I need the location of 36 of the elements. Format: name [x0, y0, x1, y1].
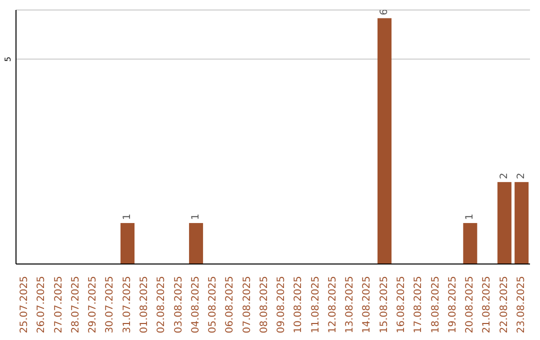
data-label: 2 — [498, 172, 510, 180]
x-tick-label: 11.08.2025 — [310, 276, 322, 334]
x-tick-label: 31.07.2025 — [122, 276, 133, 334]
x-tick-label: 03.08.2025 — [173, 276, 184, 334]
x-tick-label: 06.08.2025 — [224, 276, 236, 334]
x-tick-label: 17.08.2025 — [413, 276, 424, 334]
x-tick-label: 23.08.2025 — [516, 276, 527, 334]
x-tick-label: 16.08.2025 — [396, 276, 407, 334]
x-tick-label: 12.08.2025 — [327, 276, 338, 334]
x-tick-label: 07.08.2025 — [242, 276, 253, 334]
x-tick-label: 08.08.2025 — [258, 276, 270, 334]
data-label: 1 — [464, 214, 476, 220]
data-label: 2 — [516, 172, 528, 180]
x-tick-label: 19.08.2025 — [447, 276, 458, 334]
data-label: 1 — [190, 214, 202, 220]
x-tick-label: 29.07.2025 — [88, 276, 99, 334]
x-tick-label: 22.08.2025 — [498, 276, 510, 334]
x-tick-label: 13.08.2025 — [344, 276, 356, 334]
y-tick-label: 5 — [4, 56, 12, 62]
x-tick-label: 18.08.2025 — [430, 276, 442, 334]
x-tick-label: 28.07.2025 — [70, 276, 82, 334]
x-tick-label: 27.07.2025 — [53, 276, 64, 334]
x-tick-label: 10.08.2025 — [293, 276, 304, 334]
x-tick-label: 04.08.2025 — [190, 276, 202, 334]
x-tick-label: 14.08.2025 — [362, 276, 373, 334]
x-tick-label: 05.08.2025 — [208, 276, 219, 334]
x-tick-label: 15.08.2025 — [378, 276, 390, 334]
x-tick-label: 01.08.2025 — [139, 276, 150, 334]
data-label: 1 — [122, 214, 134, 220]
x-tick-label: 26.07.2025 — [36, 276, 48, 334]
x-tick-label: 09.08.2025 — [276, 276, 288, 334]
x-tick-label: 20.08.2025 — [464, 276, 476, 334]
x-tick-label: 25.07.2025 — [19, 276, 30, 334]
x-tick-label: 21.08.2025 — [482, 276, 493, 334]
x-tick-label: 30.07.2025 — [104, 276, 116, 334]
x-tick-label: 02.08.2025 — [156, 276, 168, 334]
